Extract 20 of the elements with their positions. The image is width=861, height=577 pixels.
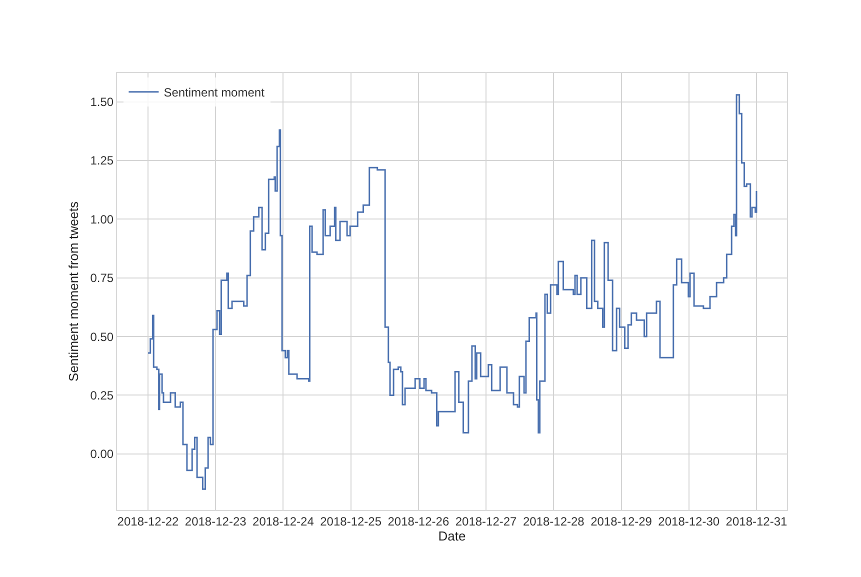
y-tick-label: 0.25 — [90, 388, 114, 402]
y-tick-label: 0.00 — [90, 447, 114, 462]
y-axis-title: Sentiment moment from tweets — [66, 201, 82, 382]
x-tick-label: 2018-12-22 — [117, 514, 180, 528]
legend-label: Sentiment moment — [164, 86, 266, 100]
x-tick-label: 2018-12-25 — [320, 514, 382, 528]
x-axis-title: Date — [438, 528, 466, 544]
x-tick-label: 2018-12-24 — [252, 514, 314, 528]
x-tick-label: 2018-12-30 — [658, 514, 720, 528]
y-tick-label: 1.50 — [90, 95, 114, 110]
y-tick-label: 1.25 — [90, 154, 114, 168]
x-tick-label: 2018-12-28 — [522, 514, 585, 528]
x-tick-label: 2018-12-29 — [590, 514, 652, 528]
x-tick-label: 2018-12-27 — [455, 514, 518, 528]
x-tick-label: 2018-12-23 — [184, 514, 247, 528]
y-tick-label: 0.50 — [90, 330, 114, 344]
y-tick-label: 0.75 — [90, 271, 114, 286]
x-tick-label: 2018-12-31 — [726, 514, 788, 528]
y-tick-label: 1.00 — [90, 212, 114, 226]
x-tick-label: 2018-12-26 — [388, 514, 450, 528]
